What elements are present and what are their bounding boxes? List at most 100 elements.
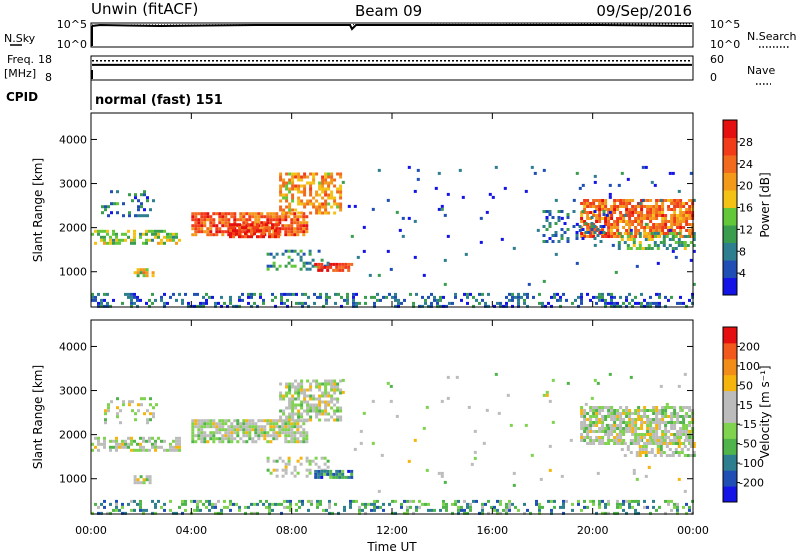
freq-label-top: Freq. [7,53,34,66]
heatmap-cell [557,216,561,219]
heatmap-cell [169,232,172,236]
heatmap-cell [314,462,318,466]
heatmap-cell [148,298,151,302]
heatmap-cell [589,442,593,445]
heatmap-cell [685,406,689,409]
heatmap-cell [692,232,696,235]
heatmap-cell [355,499,358,503]
nsearch-tick-top: 10^5 [710,18,740,31]
heatmap-cell [659,445,663,448]
heatmap-cell [224,422,228,426]
heatmap-cell [535,499,538,503]
heatmap-cell [290,230,294,234]
heatmap-cell [491,195,495,199]
heatmap-cell [233,437,237,441]
heatmap-cell [649,226,653,229]
heatmap-cell [631,424,635,427]
heatmap-cell [332,475,336,479]
heatmap-cell [692,235,696,238]
heatmap-cell [262,232,265,236]
heatmap-cell [674,451,678,454]
heatmap-cell [676,502,679,506]
colorbar-swatch [723,207,737,226]
heatmap-cell [140,403,143,407]
heatmap-cell [607,211,611,214]
heatmap-cell [460,508,463,512]
heatmap-cell [364,511,367,515]
heatmap-cell [312,181,316,185]
heatmap-cell [279,208,283,212]
heatmap-cell [652,226,656,229]
heatmap-cell [508,508,511,512]
heatmap-cell [640,220,644,223]
heatmap-cell [625,430,629,433]
heatmap-cell [244,226,247,230]
heatmap-cell [274,223,277,227]
heatmap-cell [517,295,520,299]
heatmap-cell [139,448,142,452]
heatmap-cell [583,220,587,223]
heatmap-cell [103,298,106,302]
heatmap-cell [610,205,614,208]
heatmap-cell [128,400,131,404]
heatmap-cell [238,229,241,233]
heatmap-cell [284,468,288,472]
heatmap-cell [291,400,295,404]
heatmap-cell [160,295,163,299]
heatmap-cell [625,205,629,208]
heatmap-cell [637,232,641,235]
heatmap-cell [293,227,297,231]
heatmap-cell [664,436,668,439]
heatmap-cell [145,274,149,278]
heatmap-cell [484,502,487,506]
heatmap-cell [686,454,690,457]
heatmap-cell [288,205,292,209]
heatmap-cell [277,223,280,227]
heatmap-cell [221,422,225,426]
heatmap-cell [607,220,611,223]
heatmap-cell [377,273,381,277]
heatmap-cell [139,232,142,236]
heatmap-cell [610,208,614,211]
heatmap-cell [653,454,657,457]
heatmap-cell [650,232,654,235]
heatmap-cell [232,226,235,230]
heatmap-cell [300,190,304,194]
heatmap-cell [604,217,608,220]
heatmap-cell [664,415,668,418]
heatmap-cell [218,212,222,216]
heatmap-cell [661,202,665,205]
heatmap-cell [266,456,270,460]
heatmap-cell [673,199,677,202]
heatmap-cell [235,304,238,308]
heatmap-cell [596,471,600,475]
heatmap-cell [646,418,650,421]
heatmap-cell [215,230,219,234]
heatmap-cell [586,412,590,415]
heatmap-cell [121,505,124,509]
heatmap-cell [352,304,355,308]
heatmap-cell [653,439,657,442]
heatmap-cell [339,202,343,206]
heatmap-cell [560,474,564,478]
heatmap-cell [638,445,642,448]
heatmap-cell [282,181,286,185]
heatmap-cell [140,205,143,209]
heatmap-cell [394,511,397,515]
heatmap-cell [142,439,145,443]
heatmap-cell [676,421,680,424]
heatmap-cell [652,235,656,238]
heatmap-cell [324,205,328,209]
heatmap-cell [297,394,301,398]
heatmap-cell [101,205,104,209]
heatmap-cell [279,190,283,194]
heatmap-cell [196,499,199,503]
heatmap-cell [203,434,207,438]
heatmap-cell [670,295,673,299]
heatmap-cell [646,301,649,305]
heatmap-cell [257,437,261,441]
heatmap-cell [297,199,301,203]
heatmap-cell [318,184,322,188]
heatmap-cell [340,304,343,308]
heatmap-cell [251,425,255,429]
